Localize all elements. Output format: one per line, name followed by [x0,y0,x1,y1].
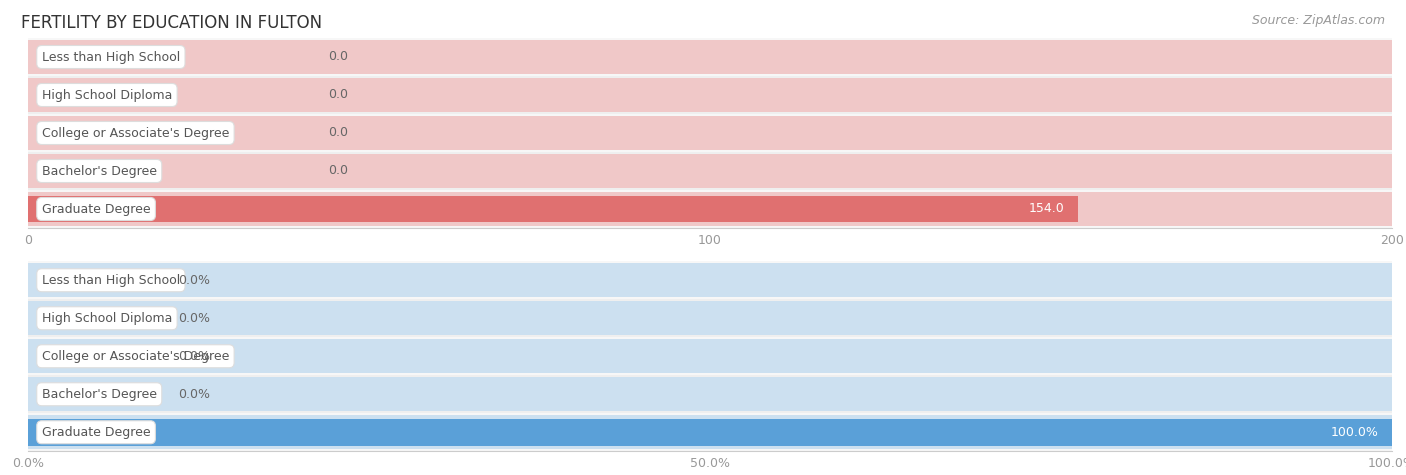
Text: 0.0%: 0.0% [179,350,209,363]
Text: Graduate Degree: Graduate Degree [42,426,150,439]
Text: Less than High School: Less than High School [42,50,180,64]
Text: 0.0: 0.0 [328,126,349,140]
Text: Bachelor's Degree: Bachelor's Degree [42,164,156,178]
Bar [28,114,1392,152]
Bar [28,152,1392,190]
Text: 0.0%: 0.0% [179,274,209,287]
Text: College or Associate's Degree: College or Associate's Degree [42,126,229,140]
Bar [28,263,1392,297]
Bar [28,154,1392,188]
Bar [28,419,1392,446]
Text: High School Diploma: High School Diploma [42,88,172,102]
Bar [28,192,1392,226]
Text: Graduate Degree: Graduate Degree [42,202,150,216]
Bar [28,339,1392,373]
Bar [28,415,1392,449]
Text: High School Diploma: High School Diploma [42,312,172,325]
Text: 0.0: 0.0 [328,88,349,102]
Bar [28,337,1392,375]
Text: 0.0%: 0.0% [179,388,209,401]
Text: 0.0%: 0.0% [179,312,209,325]
Bar [28,413,1392,451]
Text: Source: ZipAtlas.com: Source: ZipAtlas.com [1251,14,1385,27]
Text: 154.0: 154.0 [1029,202,1064,216]
Bar [28,76,1392,114]
Text: 0.0: 0.0 [328,164,349,178]
Text: Less than High School: Less than High School [42,274,180,287]
Bar [28,116,1392,150]
Bar [28,261,1392,299]
Bar [28,40,1392,74]
Bar [28,299,1392,337]
Bar [28,301,1392,335]
Bar [28,38,1392,76]
Text: Bachelor's Degree: Bachelor's Degree [42,388,156,401]
Text: 0.0: 0.0 [328,50,349,64]
Bar [28,78,1392,112]
Text: FERTILITY BY EDUCATION IN FULTON: FERTILITY BY EDUCATION IN FULTON [21,14,322,32]
Bar [28,377,1392,411]
Bar [28,190,1392,228]
Text: 100.0%: 100.0% [1330,426,1378,439]
Bar [28,375,1392,413]
Bar [28,196,1078,222]
Text: College or Associate's Degree: College or Associate's Degree [42,350,229,363]
